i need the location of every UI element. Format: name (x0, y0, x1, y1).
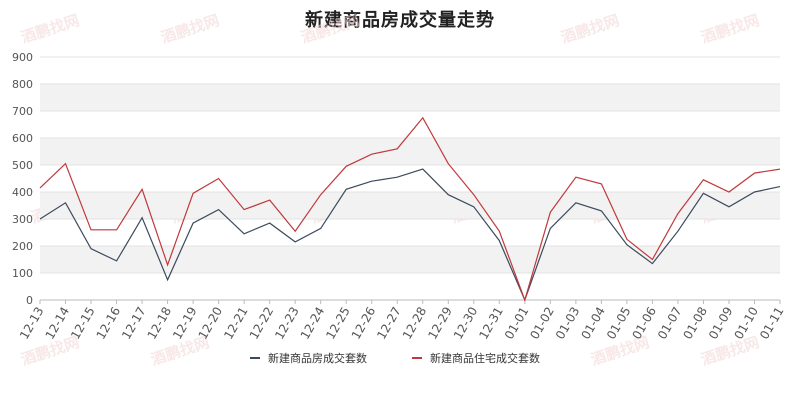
y-tick-label: 300 (12, 213, 33, 226)
legend: 新建商品房成交套数 新建商品住宅成交套数 (250, 351, 540, 365)
x-tick-label: 12-22 (247, 305, 277, 342)
y-tick-label: 500 (12, 159, 33, 172)
grid-lines (40, 56, 780, 301)
y-tick-label: 400 (12, 186, 33, 199)
x-tick-label: 12-23 (272, 305, 302, 342)
x-tick-label: 12-20 (196, 305, 226, 342)
y-tick-label: 100 (12, 267, 33, 280)
legend-label: 新建商品房成交套数 (268, 351, 367, 365)
y-tick-label: 900 (12, 51, 33, 64)
x-tick-label: 12-14 (43, 305, 73, 342)
y-tick-label: 200 (12, 240, 33, 253)
x-tick-label: 12-31 (476, 304, 506, 341)
x-tick-label: 12-24 (298, 305, 328, 342)
x-tick-label: 01-09 (706, 305, 736, 342)
x-tick-label: 01-11 (757, 305, 787, 342)
x-tick-label: 12-27 (374, 305, 404, 342)
x-tick-label: 01-03 (553, 305, 583, 342)
x-tick-label: 12-30 (451, 305, 481, 342)
x-tick-label: 12-25 (323, 305, 353, 342)
x-tick-label: 12-16 (94, 305, 124, 342)
y-tick-label: 700 (12, 105, 33, 118)
grid-band (40, 192, 780, 219)
x-tick-label: 12-26 (349, 305, 379, 342)
series-line-1 (39, 168, 781, 302)
x-tick-label: 12-21 (221, 305, 251, 342)
x-axis-ticks: 12-1312-1412-1512-1612-1712-1812-1912-20… (17, 300, 787, 342)
x-tick-label: 01-06 (629, 305, 659, 342)
chart-title: 新建商品房成交量走势 (305, 10, 495, 31)
x-tick-label: 12-17 (119, 305, 149, 342)
series-lines (39, 116, 781, 302)
y-tick-label: 800 (12, 78, 33, 91)
grid-bands (40, 84, 780, 273)
x-tick-label: 01-05 (604, 305, 634, 342)
x-tick-label: 01-10 (732, 305, 762, 342)
x-tick-label: 01-07 (655, 305, 685, 342)
x-tick-label: 12-28 (400, 305, 430, 342)
grid-band (40, 138, 780, 165)
y-tick-label: 0 (26, 294, 33, 307)
series-line-2 (39, 116, 781, 302)
x-tick-label: 12-29 (425, 305, 455, 342)
x-tick-label: 01-04 (578, 305, 608, 342)
x-tick-label: 12-13 (17, 305, 47, 342)
y-tick-label: 600 (12, 132, 33, 145)
legend-label: 新建商品住宅成交套数 (430, 351, 540, 365)
x-tick-label: 01-02 (527, 305, 557, 342)
x-tick-label: 12-18 (145, 305, 175, 342)
x-tick-label: 01-01 (502, 305, 532, 342)
x-tick-label: 12-15 (68, 305, 98, 342)
grid-band (40, 246, 780, 273)
y-axis-ticks: 0 100 200 300 400 500 600 700 800 900 (12, 51, 33, 307)
x-tick-label: 01-08 (680, 305, 710, 342)
grid-band (40, 84, 780, 111)
x-tick-label: 12-19 (170, 305, 200, 342)
